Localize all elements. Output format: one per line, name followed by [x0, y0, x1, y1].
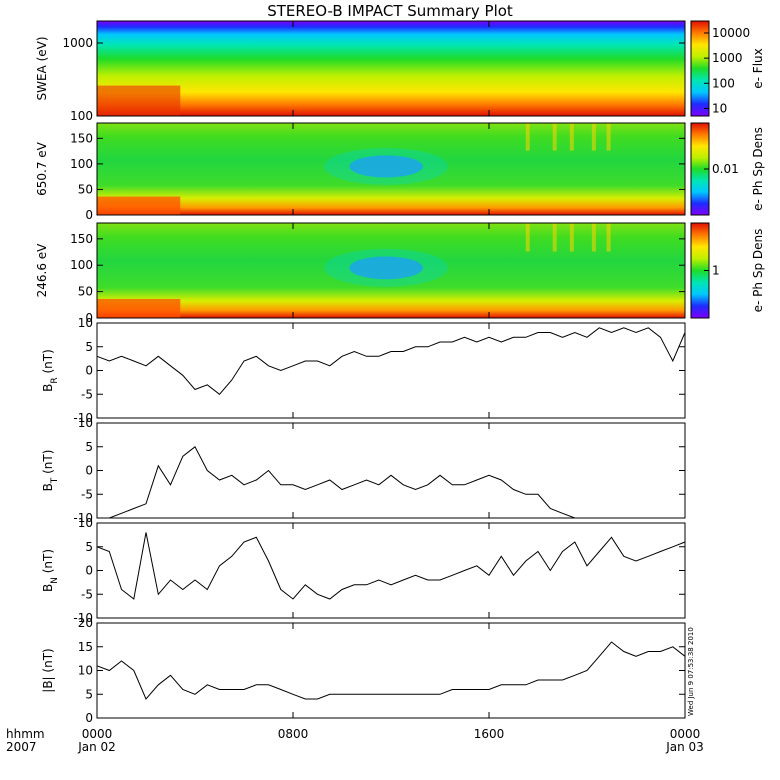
- ylabel-bmag: |B| (nT): [41, 648, 55, 692]
- colorbar-tick-label-swea: 10000: [712, 26, 750, 40]
- frame-bt: [96, 422, 686, 519]
- ytick-label-pad246: 50: [78, 285, 93, 299]
- pad-streak-pad650: [552, 123, 557, 151]
- panel-bn: -10 -5 0 5 10 BN (nT): [41, 516, 686, 625]
- ytick-label-pad246: 150: [70, 232, 93, 246]
- frame-pad246: [96, 222, 686, 319]
- panel-bmag: 0 5 10 15 20 |B| (nT): [41, 616, 686, 725]
- ytick-label-bmag: 5: [85, 687, 93, 701]
- panel-br: -10 -5 0 5 10 BR (nT): [41, 316, 686, 425]
- colorbar-swea: [690, 20, 710, 117]
- ytick-label-swea: 1000: [62, 36, 93, 50]
- colorbar-tick-label-swea: 1000: [712, 51, 743, 65]
- pad-streak-pad650: [606, 123, 611, 151]
- pad-depletion-pad650: [349, 155, 423, 178]
- pad-depletion-halo-pad650: [324, 148, 448, 185]
- ylabel-pad246: 246.6 eV: [35, 243, 49, 298]
- ytick-label-bt: 5: [85, 440, 93, 454]
- panel-bt: -10 -5 0 5 10 BT (nT): [41, 416, 686, 525]
- ytick-label-bmag: 20: [78, 616, 93, 630]
- ylabel-swea: SWEA (eV): [35, 36, 49, 100]
- frame-pad650: [96, 122, 686, 216]
- ytick-label-pad650: 150: [70, 131, 93, 145]
- colorbar-tick-label-swea: 100: [712, 76, 735, 90]
- ytick-label-pad246: 0: [85, 311, 93, 325]
- frame-bmag: [96, 622, 686, 719]
- series-line-br: [96, 327, 686, 395]
- ytick-label-bt: 10: [78, 416, 93, 430]
- ytick-label-pad650: 50: [78, 182, 93, 196]
- ytick-label-pad246: 100: [70, 258, 93, 272]
- pad-streak-pad650: [591, 123, 596, 151]
- ylabel-bn: BN (nT): [41, 549, 60, 592]
- series-line-bmag: [96, 641, 686, 700]
- panel-pad650: 0 50 100 150 650.7 eV 0.01 e- Ph Sp Dens: [35, 122, 765, 222]
- frame-swea: [96, 20, 686, 117]
- ytick-label-pad650: 100: [70, 157, 93, 171]
- ytick-label-br: 5: [85, 340, 93, 354]
- pad-depletion-halo-pad246: [324, 248, 448, 287]
- series-line-bn: [96, 532, 686, 600]
- colorbar-tick-label-swea: 10: [712, 101, 727, 115]
- ytick-label-bn: -10: [73, 611, 93, 625]
- ytick-label-bt: -10: [73, 511, 93, 525]
- frame-bn: [96, 522, 686, 619]
- x-tick-time-label: 0000: [82, 727, 113, 741]
- colorbar-label-swea: e- Flux: [751, 48, 765, 88]
- pad-streak-pad246: [552, 223, 557, 252]
- ytick-label-swea: 100: [70, 109, 93, 123]
- x-tick-time-label: 0800: [278, 727, 309, 741]
- x-tick-time-label: 0000: [670, 727, 701, 741]
- ytick-label-br: 10: [78, 316, 93, 330]
- ylabel-bt: BT (nT): [41, 450, 60, 492]
- x-axis-row1-label: hhmm: [6, 727, 45, 741]
- pad-streak-pad650: [569, 123, 574, 151]
- frame-br: [96, 322, 686, 419]
- colorbar-label-pad246: e- Ph Sp Dens: [751, 229, 765, 313]
- pad-streak-pad650: [525, 123, 530, 151]
- pad-depletion-pad246: [349, 256, 423, 280]
- spectrogram-swea: [97, 21, 685, 116]
- ytick-label-bmag: 0: [85, 711, 93, 725]
- ytick-label-bn: -5: [81, 587, 93, 601]
- ytick-label-bt: 0: [85, 464, 93, 478]
- colorbar-tick-label-pad650: 0.01: [712, 162, 739, 176]
- date-stamp: Wed Jun 9 07:53:38 2010: [687, 627, 695, 716]
- pad-streak-pad246: [591, 223, 596, 252]
- colorbar-tick-label-pad246: 1: [712, 264, 720, 278]
- pad-streak-pad246: [525, 223, 530, 252]
- ytick-label-bmag: 10: [78, 664, 93, 678]
- pad-streak-pad246: [569, 223, 574, 252]
- pad-band-pad246: [97, 299, 181, 318]
- ytick-label-br: -10: [73, 411, 93, 425]
- ylabel-br: BR (nT): [41, 349, 60, 392]
- ytick-label-br: 0: [85, 364, 93, 378]
- ytick-label-bn: 0: [85, 564, 93, 578]
- ytick-label-pad650: 0: [85, 208, 93, 222]
- ytick-label-bn: 10: [78, 516, 93, 530]
- ytick-label-bmag: 15: [78, 640, 93, 654]
- panel-pad246: 0 50 100 150 246.6 eV 1 e- Ph Sp Dens: [35, 222, 765, 325]
- ylabel-pad650: 650.7 eV: [35, 141, 49, 196]
- x-tick-time-label: 1600: [474, 727, 505, 741]
- pad-streak-pad246: [606, 223, 611, 252]
- ytick-label-bn: 5: [85, 540, 93, 554]
- x-axis-row2-label: 2007: [6, 740, 37, 754]
- series-line-bt: [97, 446, 685, 519]
- x-tick-date-label: Jan 03: [665, 740, 704, 754]
- colorbar-label-pad650: e- Ph Sp Dens: [751, 127, 765, 211]
- ytick-label-bt: -5: [81, 487, 93, 501]
- x-tick-date-label: Jan 02: [77, 740, 116, 754]
- ytick-label-br: -5: [81, 387, 93, 401]
- swea-enhanced-region: [97, 85, 181, 116]
- pad-band-pad650: [97, 196, 181, 215]
- plot-title: STEREO-B IMPACT Summary Plot: [267, 2, 513, 20]
